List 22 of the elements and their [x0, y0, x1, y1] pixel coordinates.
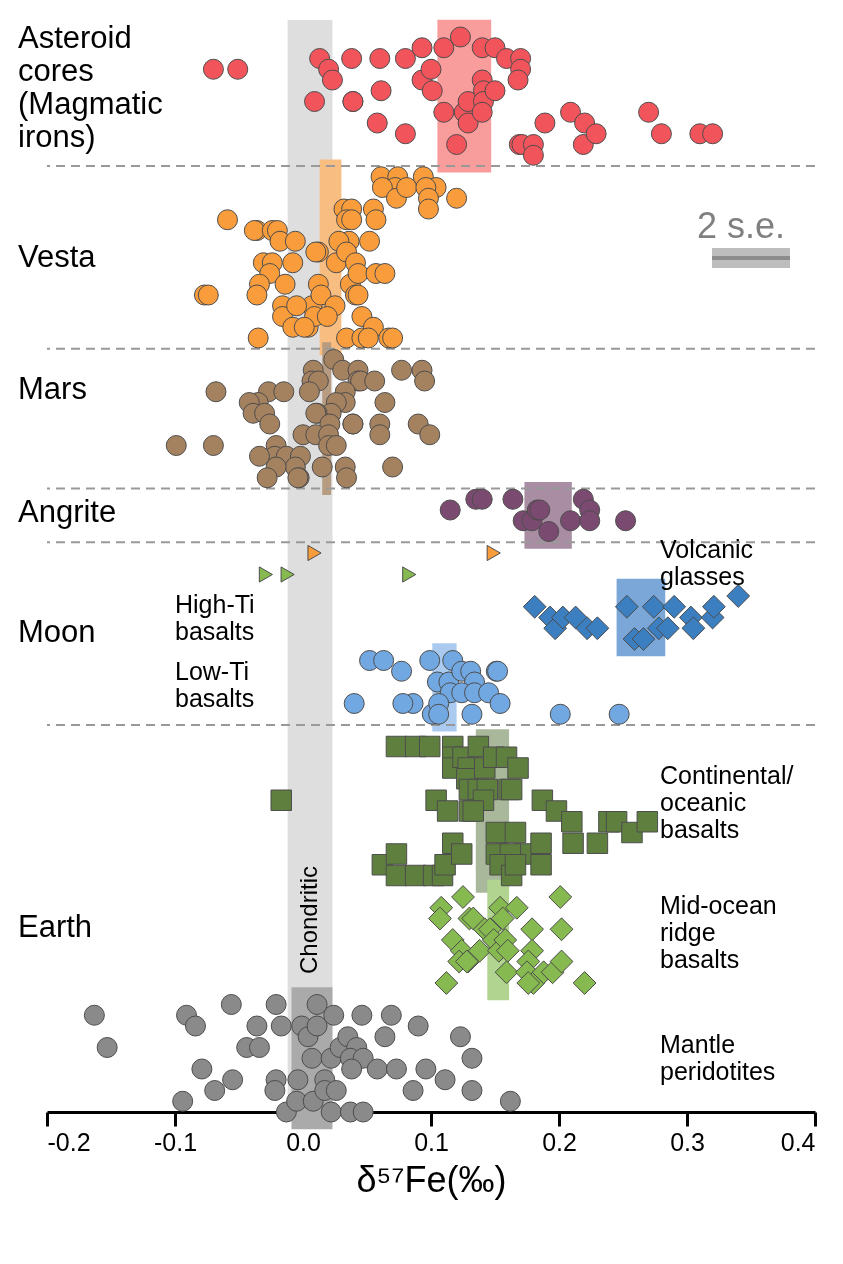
x-tick-label: 0.3: [670, 1127, 705, 1156]
annotation: Low-Ti basalts: [175, 656, 255, 712]
x-tick-label: 0.0: [286, 1127, 321, 1156]
annotation: Angrite: [18, 494, 117, 529]
annotation: Volcanic glasses: [660, 534, 754, 590]
x-tick-label: 0.2: [542, 1127, 577, 1156]
annotation: High-Ti basalts: [175, 589, 255, 645]
x-tick-label: 0.4: [780, 1127, 816, 1156]
x-tick-label: -0.2: [47, 1127, 91, 1156]
annotation: Mid-ocean ridge basalts: [660, 891, 777, 973]
annotation: Mars: [18, 371, 87, 406]
annotation: Moon: [18, 614, 96, 649]
annotation: Mantle peridotites: [660, 1029, 776, 1085]
band-label: Chondritic: [295, 865, 323, 975]
annotation: Continental/ oceanic basalts: [660, 761, 794, 843]
x-tick-label: -0.1: [153, 1127, 198, 1156]
x-axis-title: δ⁵⁷Fe(‰): [356, 1158, 507, 1200]
annotation: Vesta: [18, 239, 97, 274]
annotation: Asteroid cores (Magmatic irons): [18, 19, 163, 154]
annotation: 2 s.e.: [697, 205, 786, 246]
x-tick-label: 0.1: [414, 1127, 449, 1156]
annotation: Earth: [18, 909, 93, 944]
